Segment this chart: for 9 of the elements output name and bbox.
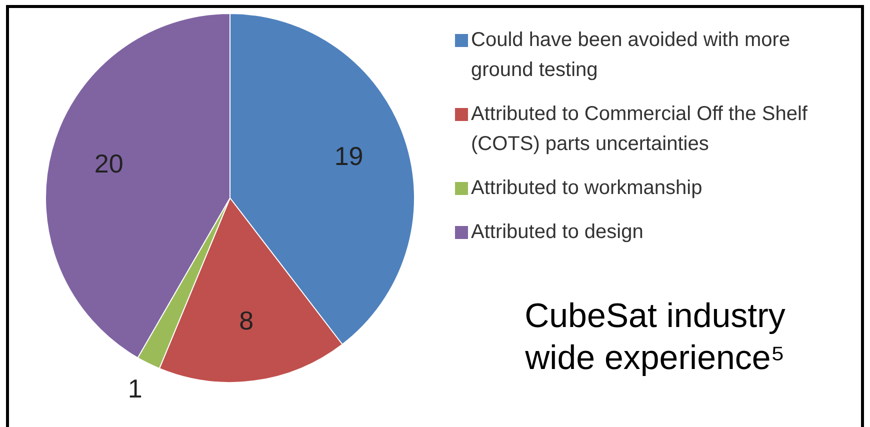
- legend-label: Attributed to design: [471, 220, 644, 245]
- data-label: 8: [239, 306, 254, 336]
- legend-label: Could have been avoided with more ground testing: [471, 28, 792, 83]
- legend-label: Attributed to workmanship: [471, 176, 702, 201]
- data-label: 1: [128, 374, 142, 404]
- text: CubeSat industry wide experience⁵: [524, 296, 786, 379]
- data-label: 20: [94, 148, 124, 179]
- data-label: 19: [334, 140, 364, 171]
- legend-label: Attributed to Commercial Off the Shelf (COTS) parts uncertainties: [471, 102, 808, 157]
